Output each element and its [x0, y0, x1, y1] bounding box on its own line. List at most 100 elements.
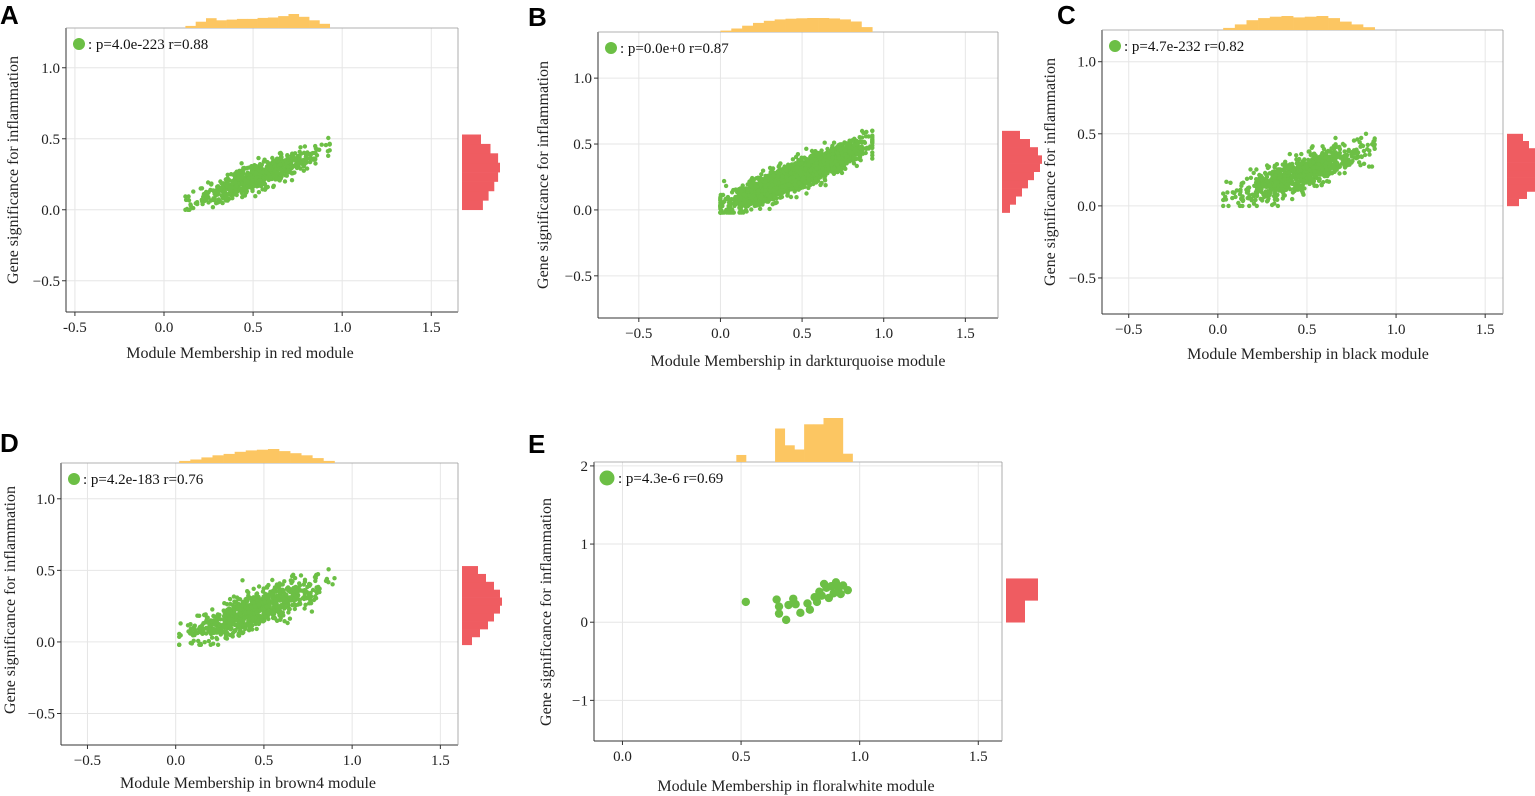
- scatter-point: [195, 201, 200, 207]
- scatter-point: [1266, 196, 1271, 201]
- scatter-point: [224, 636, 230, 641]
- y-tick-label: −0.5: [33, 274, 60, 290]
- scatter-point: [223, 195, 229, 201]
- scatter-point: [1343, 155, 1349, 161]
- x-tick-label: 1.5: [1476, 322, 1495, 338]
- x-tick-label: 0.0: [1208, 322, 1227, 338]
- scatter-point: [803, 166, 808, 171]
- scatter-point: [791, 175, 796, 181]
- scatter-point: [1275, 186, 1281, 191]
- scatter-point: [313, 594, 318, 599]
- scatter-point: [267, 164, 273, 169]
- scatter-point: [256, 584, 262, 589]
- x-tick-label: 1.0: [874, 326, 893, 342]
- scatter-point: [278, 162, 283, 167]
- x-hist-bar: [1328, 18, 1341, 30]
- scatter-point: [298, 145, 303, 150]
- scatter-point: [720, 192, 726, 198]
- y-tick-label: 0.0: [41, 203, 60, 219]
- scatter-point: [838, 160, 844, 165]
- scatter-point: [215, 184, 221, 189]
- scatter-point: [1264, 179, 1269, 184]
- scatter-point: [758, 193, 764, 199]
- scatter-point: [1308, 180, 1313, 185]
- scatter-point: [1280, 196, 1286, 201]
- scatter-point: [293, 157, 298, 162]
- scatter-point: [236, 170, 241, 175]
- panel-letter: B: [528, 2, 547, 32]
- y-marginal-histogram: [462, 134, 500, 211]
- scatter-point: [1351, 148, 1357, 153]
- scatter-point: [1230, 195, 1235, 201]
- x-hist-bar: [752, 22, 765, 32]
- scatter-point: [326, 567, 331, 572]
- scatter-point: [264, 175, 270, 181]
- scatter-point: [763, 184, 768, 189]
- scatter-point: [199, 186, 205, 191]
- scatter-point: [1342, 170, 1347, 176]
- scatter-point: [1318, 172, 1323, 177]
- scatter-point: [258, 178, 263, 183]
- scatter-point: [744, 209, 749, 214]
- x-tick-label: −0.5: [625, 326, 652, 342]
- scatter-point: [282, 179, 288, 184]
- scatter-point: [830, 148, 835, 153]
- scatter-point: [1323, 160, 1329, 166]
- scatter-point: [1362, 152, 1368, 158]
- scatter-point: [229, 185, 235, 190]
- scatter-point: [773, 179, 778, 184]
- scatter-point: [1283, 159, 1288, 164]
- scatter-point: [1262, 170, 1268, 176]
- scatter-point: [813, 177, 818, 182]
- scatter-point: [851, 154, 856, 160]
- scatter-point: [216, 199, 221, 204]
- panel-letter: D: [0, 428, 19, 458]
- scatter-point: [1222, 197, 1227, 202]
- scatter-point: [740, 183, 745, 188]
- scatter-point: [212, 197, 217, 203]
- scatter-point: [270, 155, 275, 161]
- scatter-point: [780, 184, 785, 189]
- scatter-point: [284, 160, 289, 165]
- y-hist-bar: [1002, 171, 1034, 181]
- y-marginal-histogram: [1002, 130, 1042, 213]
- scatter-point: [254, 164, 259, 169]
- scatter-point: [1327, 161, 1332, 166]
- scatter-point: [822, 140, 827, 145]
- panel-letter: A: [0, 0, 19, 30]
- scatter-point: [244, 172, 249, 177]
- scatter-point: [285, 153, 290, 159]
- scatter-point: [741, 192, 747, 197]
- y-tick-label: 1.0: [36, 492, 55, 508]
- y-hist-bar: [1002, 188, 1022, 197]
- scatter-point: [763, 179, 768, 184]
- scatter-point: [1275, 192, 1280, 197]
- x-hist-bar: [226, 19, 238, 28]
- scatter-point: [765, 191, 770, 197]
- scatter-point: [1318, 155, 1323, 160]
- scatter-point: [870, 135, 875, 140]
- scatter-point: [1311, 159, 1316, 165]
- scatter-point: [758, 182, 763, 187]
- scatter-point: [183, 194, 188, 199]
- scatter-point: [1298, 168, 1303, 173]
- scatter-point: [1226, 203, 1231, 209]
- scatter-point: [830, 151, 835, 156]
- scatter-point: [718, 196, 723, 201]
- y-tick-label: 0.0: [573, 203, 592, 219]
- scatter-point: [313, 161, 318, 166]
- scatter-point: [208, 642, 213, 647]
- legend-label: : p=4.0e-223 r=0.88: [88, 37, 208, 53]
- scatter-point: [264, 169, 269, 175]
- scatter-point: [854, 152, 859, 157]
- scatter-point: [271, 183, 276, 188]
- scatter-point: [864, 146, 869, 151]
- scatter-point: [219, 181, 224, 186]
- scatter-point: [1272, 197, 1278, 202]
- scatter-point: [304, 152, 309, 158]
- scatter-point: [766, 199, 771, 204]
- y-hist-bar: [462, 153, 499, 164]
- scatter-point: [808, 168, 813, 173]
- scatter-point: [1317, 176, 1322, 182]
- scatter-point: [233, 180, 238, 185]
